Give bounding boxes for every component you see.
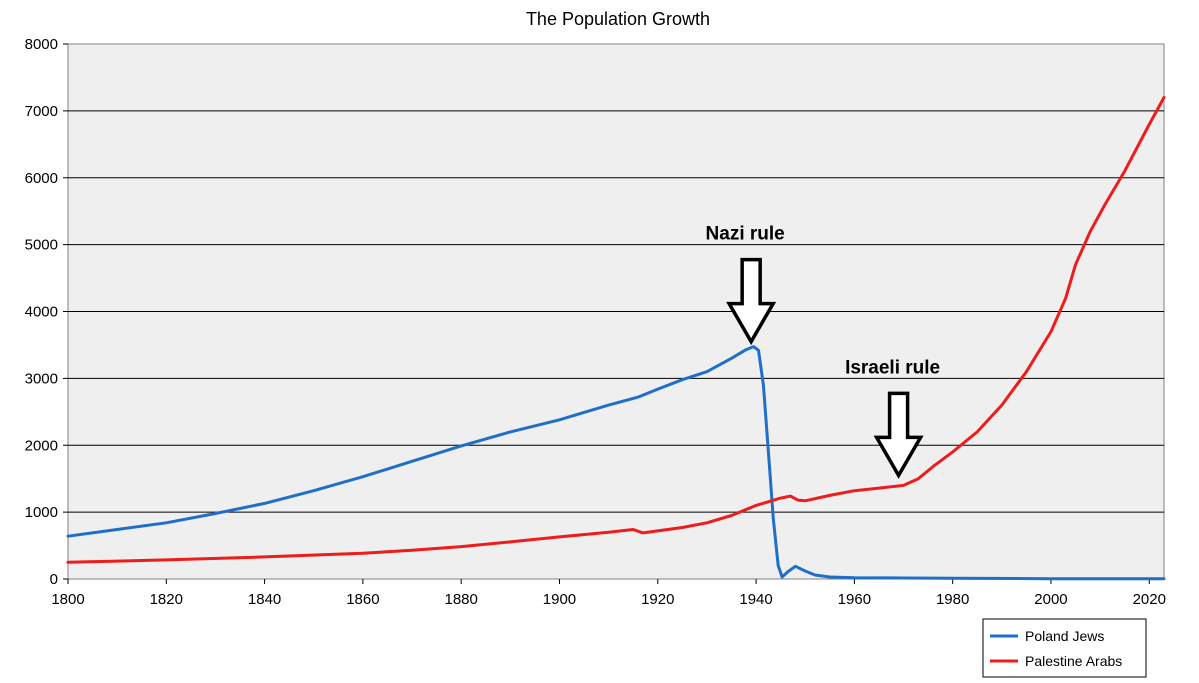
y-tick-label: 4000 xyxy=(25,304,58,321)
annotations: Nazi rule Israeli rule xyxy=(706,224,940,479)
y-tick-label: 1000 xyxy=(25,504,58,521)
annotation-israeli-rule: Israeli rule xyxy=(845,357,940,378)
x-tick-label: 1860 xyxy=(346,591,379,608)
x-tick-label: 1880 xyxy=(444,591,477,608)
y-tick-label: 0 xyxy=(50,571,58,588)
y-tick-label: 8000 xyxy=(25,36,58,53)
legend-box xyxy=(982,618,1147,678)
series-line-poland-jews xyxy=(66,345,1166,581)
legend-label-poland-jews: Poland Jews xyxy=(1025,628,1104,644)
chart-title: The Population Growth xyxy=(526,9,710,29)
x-tick-label: 1960 xyxy=(838,591,871,608)
y-tick-label: 3000 xyxy=(25,370,58,387)
gridlines xyxy=(68,110,1164,513)
y-tick-label: 7000 xyxy=(25,103,58,120)
y-tick-label: 2000 xyxy=(25,437,58,454)
y-tick-label: 6000 xyxy=(25,170,58,187)
legend: Poland Jews Palestine Arabs xyxy=(982,618,1147,678)
x-tick-label: 1920 xyxy=(641,591,674,608)
y-axis: 0 1000 2000 3000 4000 5000 6000 7000 8000 xyxy=(25,36,68,588)
arrow-nazi-rule xyxy=(726,257,777,346)
x-tick-label: 1980 xyxy=(936,591,969,608)
x-tick-label: 2000 xyxy=(1034,591,1067,608)
x-tick-label: 1800 xyxy=(51,591,84,608)
x-tick-label: 1840 xyxy=(248,591,281,608)
series-line-palestine-arabs xyxy=(66,96,1166,564)
x-axis: 1800 1820 1840 1860 1880 1900 1920 1940 1960 1980… xyxy=(51,579,1166,608)
x-tick-label: 2020 xyxy=(1133,591,1166,608)
y-tick-label: 5000 xyxy=(25,237,58,254)
x-tick-label: 1900 xyxy=(543,591,576,608)
arrow-israeli-rule xyxy=(873,391,924,479)
annotation-nazi-rule: Nazi rule xyxy=(706,224,785,245)
legend-label-palestine-arabs: Palestine Arabs xyxy=(1025,653,1122,669)
x-tick-label: 1820 xyxy=(150,591,183,608)
series-lines xyxy=(66,96,1166,581)
x-tick-label: 1940 xyxy=(739,591,772,608)
